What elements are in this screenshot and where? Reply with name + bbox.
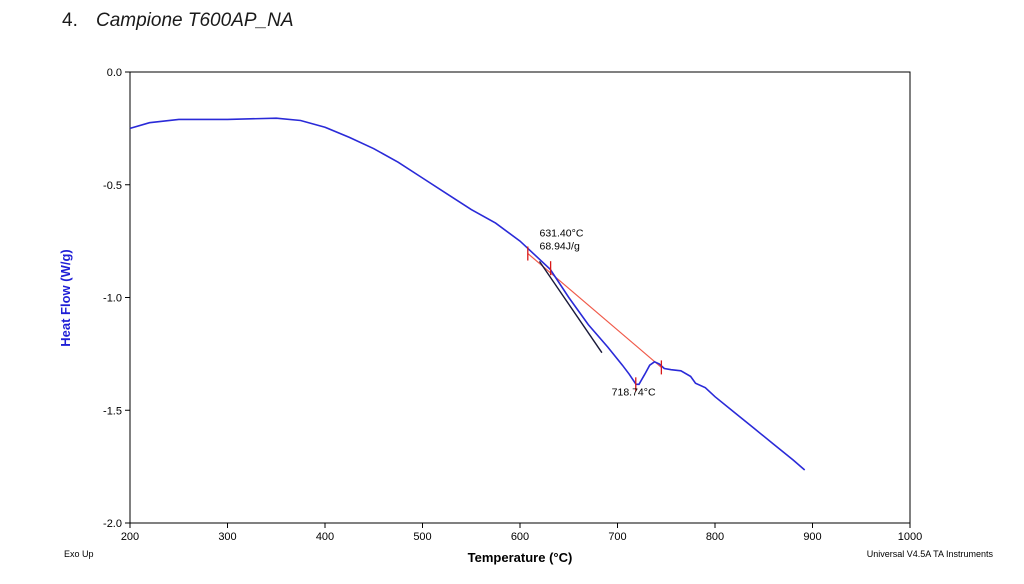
- y-tick-label: -2.0: [103, 518, 122, 530]
- section-number: 4.: [62, 10, 78, 31]
- x-tick-label: 700: [608, 531, 626, 543]
- x-tick-label: 500: [413, 531, 431, 543]
- plot-frame: [129, 71, 911, 524]
- section-heading: 4. Campione T600AP_NA: [62, 10, 294, 32]
- y-axis-label: Heat Flow (W/g): [58, 249, 73, 347]
- peak-annotation: 718.74°C: [612, 387, 656, 399]
- y-tick-label: -1.0: [103, 293, 122, 305]
- x-tick-label: 200: [121, 531, 139, 543]
- y-tick-label: 0.0: [107, 67, 122, 79]
- x-tick-label: 900: [803, 531, 821, 543]
- x-tick-label: 800: [706, 531, 724, 543]
- peak-annotation: 631.40°C 68.94J/g: [540, 228, 584, 253]
- y-tick-label: -1.5: [103, 405, 122, 417]
- exo-direction-label: Exo Up: [64, 549, 94, 559]
- onset-tangent: [538, 261, 603, 354]
- integration-baseline: [527, 253, 662, 368]
- x-tick-label: 1000: [898, 531, 922, 543]
- heat-flow-trace: [129, 117, 806, 471]
- x-tick-label: 300: [218, 531, 236, 543]
- x-tick-label: 600: [511, 531, 529, 543]
- instrument-label: Universal V4.5A TA Instruments: [867, 549, 994, 559]
- x-tick-label: 400: [316, 531, 334, 543]
- y-tick-label: -0.5: [103, 180, 122, 192]
- section-title: Campione T600AP_NA: [96, 10, 294, 31]
- x-axis-label: Temperature (°C): [468, 550, 573, 565]
